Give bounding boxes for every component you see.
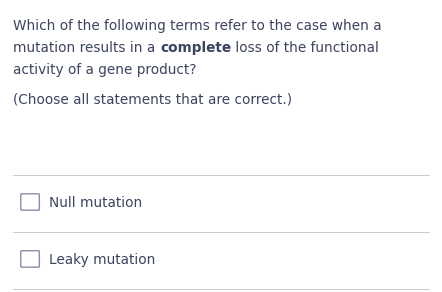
Text: Which of the following terms refer to the case when a: Which of the following terms refer to th…	[13, 19, 382, 33]
Text: mutation results in a: mutation results in a	[13, 41, 160, 55]
Text: complete: complete	[160, 41, 231, 55]
Text: activity of a gene product?: activity of a gene product?	[13, 63, 197, 77]
Text: Null mutation: Null mutation	[49, 196, 142, 210]
Text: (Choose all statements that are correct.): (Choose all statements that are correct.…	[13, 92, 293, 106]
Text: Leaky mutation: Leaky mutation	[49, 253, 156, 267]
Text: loss of the functional: loss of the functional	[231, 41, 379, 55]
